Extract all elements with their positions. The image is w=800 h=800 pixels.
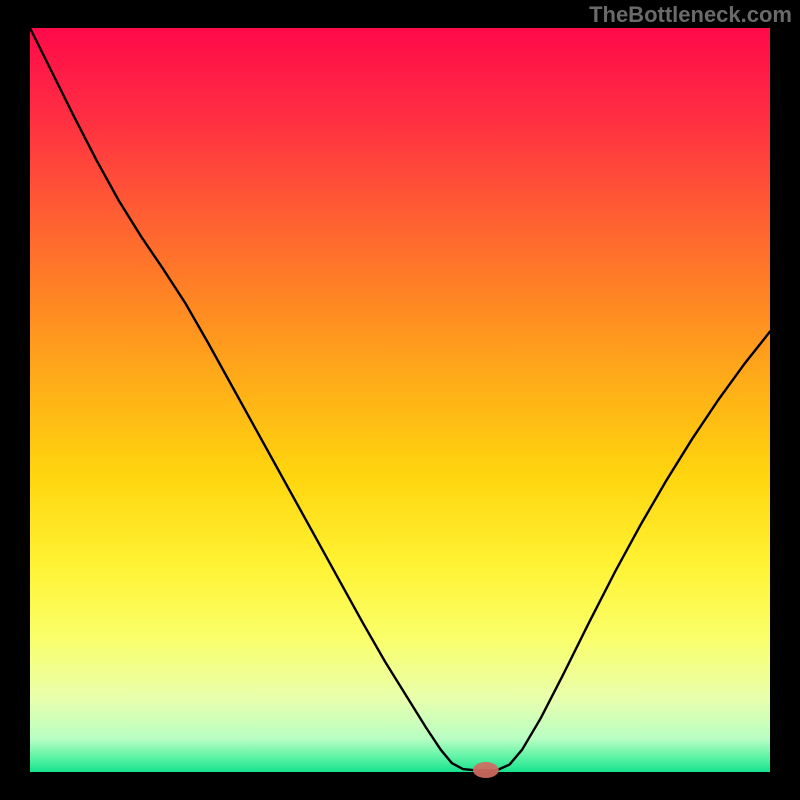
- optimum-marker: [473, 762, 499, 778]
- chart-container: TheBottleneck.com: [0, 0, 800, 800]
- plot-background: [30, 28, 770, 772]
- chart-svg: [0, 0, 800, 800]
